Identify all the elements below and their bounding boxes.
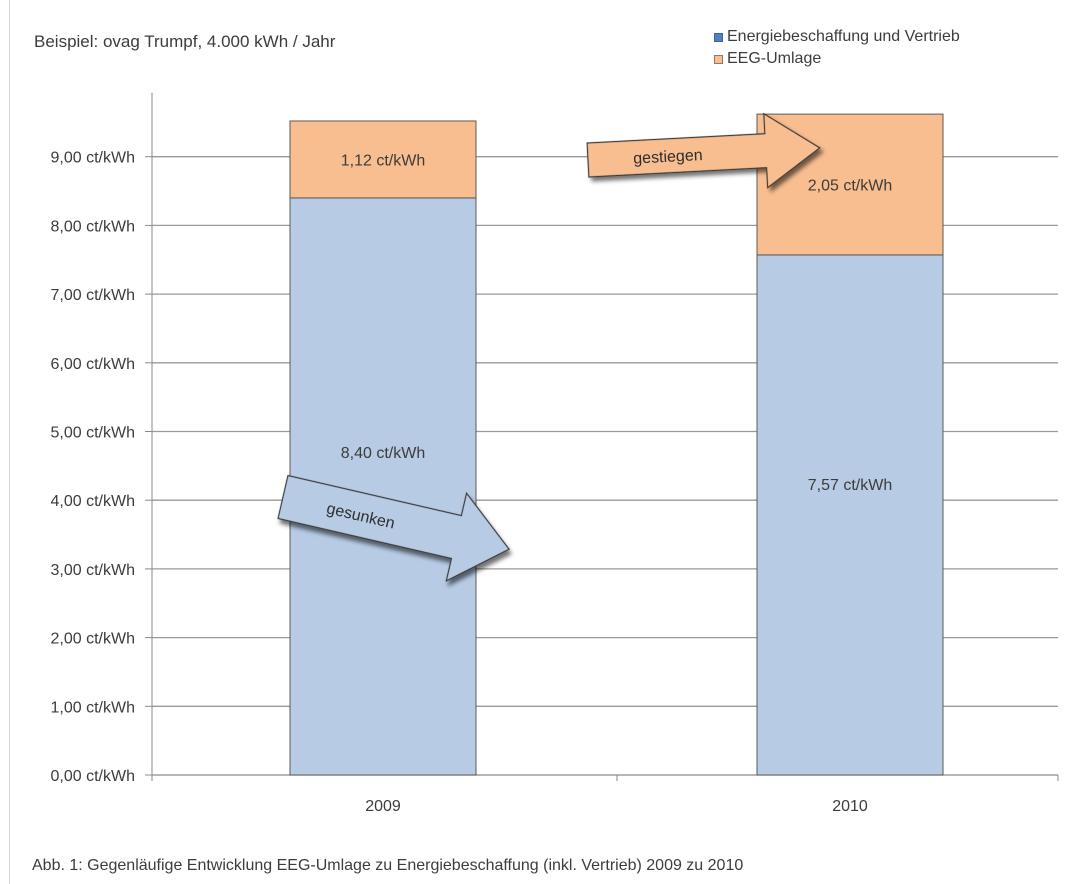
y-tick-label-0: 0,00 ct/kWh xyxy=(51,768,135,785)
y-tick-label-3: 3,00 ct/kWh xyxy=(51,562,135,579)
annotation-arrow-shape-gesunken xyxy=(277,474,510,583)
y-tick-label-1: 1,00 ct/kWh xyxy=(51,699,135,716)
annotation-arrow-gestiegen: gestiegen xyxy=(586,112,821,189)
chart-legend: Energiebeschaffung und Vertrieb EEG-Umla… xyxy=(714,26,960,70)
legend-swatch-eeg-umlage xyxy=(714,54,723,64)
legend-item-eeg-umlage: EEG-Umlage xyxy=(714,48,960,70)
legend-item-energiebeschaffung: Energiebeschaffung und Vertrieb xyxy=(714,26,960,48)
y-tick-label-8: 8,00 ct/kWh xyxy=(51,218,135,235)
data-label-2009-s0: 8,40 ct/kWh xyxy=(341,445,425,462)
y-tick-label-2: 2,00 ct/kWh xyxy=(51,631,135,648)
legend-swatch-energiebeschaffung xyxy=(714,32,723,42)
bar-2009-s1 xyxy=(289,120,477,199)
y-tick-label-5: 5,00 ct/kWh xyxy=(51,425,135,442)
y-tick-label-6: 6,00 ct/kWh xyxy=(51,356,135,373)
data-label-2010-s1: 2,05 ct/kWh xyxy=(808,178,892,195)
data-label-2009-s1: 1,12 ct/kWh xyxy=(341,152,425,169)
bar-2010-s1 xyxy=(756,113,944,256)
bar-2010-s0 xyxy=(756,254,944,776)
chart-caption: Abb. 1: Gegenläufige Entwicklung EEG-Uml… xyxy=(32,857,744,874)
x-tick-label-2009: 2009 xyxy=(365,798,401,815)
y-tick-label-4: 4,00 ct/kWh xyxy=(51,493,135,510)
annotation-arrow-gesunken: gesunken xyxy=(277,474,510,583)
legend-label-energiebeschaffung: Energiebeschaffung und Vertrieb xyxy=(727,28,960,45)
chart-subtitle: Beispiel: ovag Trumpf, 4.000 kWh / Jahr xyxy=(34,32,336,51)
annotation-arrow-shape-gestiegen xyxy=(586,112,821,189)
y-tick-label-7: 7,00 ct/kWh xyxy=(51,287,135,304)
y-tick-label-9: 9,00 ct/kWh xyxy=(51,150,135,167)
legend-label-eeg-umlage: EEG-Umlage xyxy=(727,50,822,67)
left-border-rule xyxy=(9,0,10,884)
annotation-label-gestiegen: gestiegen xyxy=(633,147,703,168)
x-tick-label-2010: 2010 xyxy=(832,798,868,815)
data-label-2010-s0: 7,57 ct/kWh xyxy=(808,477,892,494)
